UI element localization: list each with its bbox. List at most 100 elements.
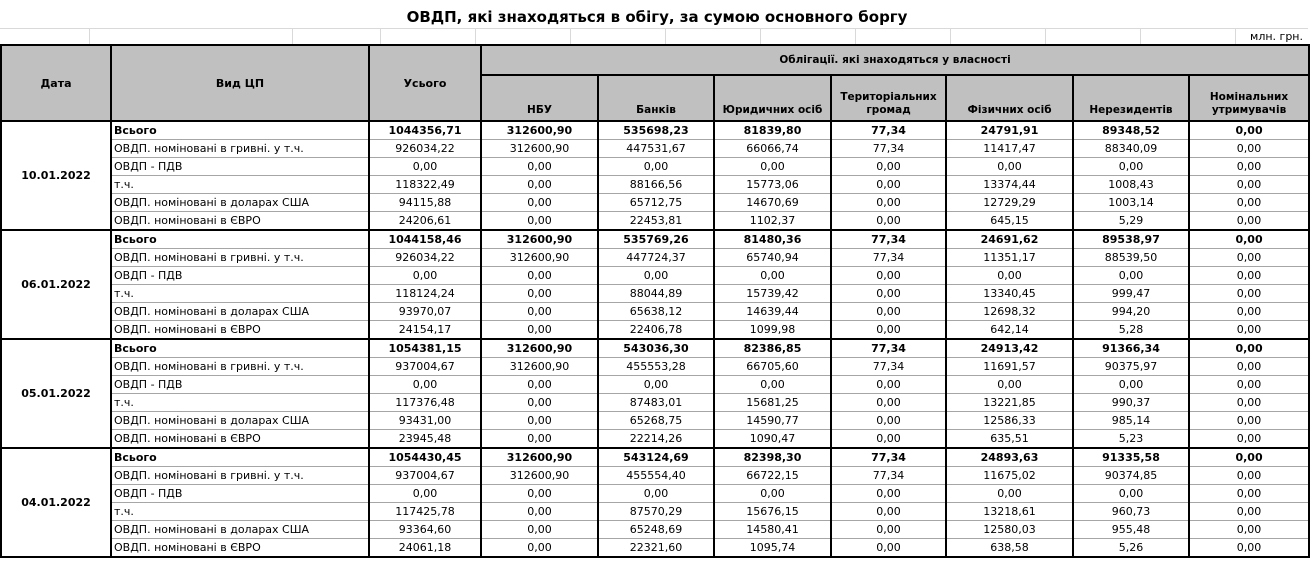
value-cell: 82398,30 — [713, 447, 832, 467]
value-cell: 94115,88 — [368, 193, 482, 212]
value-cell: 12586,33 — [945, 411, 1074, 430]
value-cell: 77,34 — [830, 120, 947, 140]
value-cell: 66722,15 — [713, 466, 832, 485]
value-cell: 77,34 — [830, 139, 947, 158]
date-cell: 10.01.2022 — [0, 120, 112, 231]
row-label: ОВДП. номіновані в доларах США — [110, 411, 370, 430]
value-cell: 11417,47 — [945, 139, 1074, 158]
value-cell: 535698,23 — [597, 120, 715, 140]
row-label: Всього — [110, 229, 370, 249]
table-row: 10.01.2022 Всього 1044356,71 312600,90 53569… — [0, 120, 1311, 231]
value-cell: 0,00 — [1187, 484, 1311, 503]
value-cell: 65248,69 — [597, 520, 715, 539]
value-cell: 24893,63 — [945, 447, 1074, 467]
value-cell: 0,00 — [1187, 211, 1311, 230]
value-cell: 89538,97 — [1072, 229, 1190, 249]
value-cell: 312600,90 — [480, 338, 599, 358]
row-label: ОВДП. номіновані в ЄВРО — [110, 320, 370, 339]
value-cell: 14639,44 — [713, 302, 832, 321]
value-cell: 5,28 — [1072, 320, 1190, 339]
value-cell: 312600,90 — [480, 357, 599, 376]
value-cell: 15739,42 — [713, 284, 832, 303]
unit-label: млн. грн. — [1250, 30, 1303, 43]
value-cell: 66705,60 — [713, 357, 832, 376]
value-cell: 1102,37 — [713, 211, 832, 230]
value-cell: 447724,37 — [597, 248, 715, 267]
value-cell: 645,15 — [945, 211, 1074, 230]
value-cell: 0,00 — [945, 484, 1074, 503]
date-cell: 04.01.2022 — [0, 447, 112, 558]
date-cell: 05.01.2022 — [0, 338, 112, 449]
value-cell: 0,00 — [1187, 520, 1311, 539]
value-cell: 77,34 — [830, 357, 947, 376]
table-row: т.ч. 117376,48 0,00 87483,01 15681,25 0,00 132… — [1, 393, 1311, 412]
value-cell: 12729,29 — [945, 193, 1074, 212]
value-cell: 65712,75 — [597, 193, 715, 212]
col-header-type: Вид ЦП — [110, 44, 370, 122]
value-cell: 455553,28 — [597, 357, 715, 376]
value-cell: 0,00 — [830, 520, 947, 539]
value-cell: 0,00 — [830, 302, 947, 321]
row-label: ОВДП. номіновані в гривні. у т.ч. — [110, 357, 370, 376]
table-row: ОВДП. номіновані в ЄВРО 24061,18 0,00 22321… — [1, 538, 1311, 557]
col-header-owner: Нерезидентів — [1072, 74, 1190, 122]
value-cell: 88166,56 — [597, 175, 715, 194]
value-cell: 0,00 — [480, 538, 599, 557]
value-cell: 985,14 — [1072, 411, 1190, 430]
value-cell: 455554,40 — [597, 466, 715, 485]
value-cell: 0,00 — [480, 211, 599, 230]
value-cell: 0,00 — [713, 375, 832, 394]
value-cell: 0,00 — [1187, 320, 1311, 339]
row-label: ОВДП. номіновані в ЄВРО — [110, 211, 370, 230]
value-cell: 118322,49 — [368, 175, 482, 194]
bonds-table: Дата Вид ЦП Усього Облігації. які знаход… — [0, 44, 1311, 558]
value-cell: 447531,67 — [597, 139, 715, 158]
value-cell: 635,51 — [945, 429, 1074, 448]
value-cell: 0,00 — [480, 393, 599, 412]
value-cell: 0,00 — [480, 484, 599, 503]
value-cell: 0,00 — [480, 502, 599, 521]
value-cell: 0,00 — [830, 502, 947, 521]
value-cell: 0,00 — [1187, 139, 1311, 158]
row-label: Всього — [110, 447, 370, 467]
value-cell: 0,00 — [1187, 411, 1311, 430]
col-header-owner: НБУ — [480, 74, 599, 122]
table-row: ОВДП. номіновані в ЄВРО 23945,48 0,00 22214… — [1, 429, 1311, 448]
value-cell: 117425,78 — [368, 502, 482, 521]
table-row: ОВДП. номіновані в доларах США 94115,88 0,… — [1, 193, 1311, 212]
value-cell: 0,00 — [1187, 429, 1311, 448]
value-cell: 0,00 — [480, 284, 599, 303]
date-cell: 06.01.2022 — [0, 229, 112, 340]
value-cell: 118124,24 — [368, 284, 482, 303]
value-cell: 11675,02 — [945, 466, 1074, 485]
value-cell: 22321,60 — [597, 538, 715, 557]
value-cell: 999,47 — [1072, 284, 1190, 303]
value-cell: 1095,74 — [713, 538, 832, 557]
value-cell: 81480,36 — [713, 229, 832, 249]
value-cell: 5,26 — [1072, 538, 1190, 557]
value-cell: 77,34 — [830, 466, 947, 485]
value-cell: 543124,69 — [597, 447, 715, 467]
value-cell: 22214,26 — [597, 429, 715, 448]
value-cell: 93431,00 — [368, 411, 482, 430]
value-cell: 0,00 — [1187, 157, 1311, 176]
table-row: т.ч. 118322,49 0,00 88166,56 15773,06 0,00 133… — [1, 175, 1311, 194]
table-row: ОВДП. номіновані в ЄВРО 24206,61 0,00 22453… — [1, 211, 1311, 230]
row-label: Всього — [110, 120, 370, 140]
value-cell: 77,34 — [830, 248, 947, 267]
value-cell: 0,00 — [830, 157, 947, 176]
value-cell: 312600,90 — [480, 466, 599, 485]
value-cell: 13340,45 — [945, 284, 1074, 303]
value-cell: 312600,90 — [480, 447, 599, 467]
value-cell: 11691,57 — [945, 357, 1074, 376]
value-cell: 0,00 — [1072, 484, 1190, 503]
value-cell: 1054430,45 — [368, 447, 482, 467]
value-cell: 937004,67 — [368, 466, 482, 485]
table-row: 06.01.2022 Всього 1044158,46 312600,90 53576… — [0, 229, 1311, 340]
value-cell: 1099,98 — [713, 320, 832, 339]
table-row: ОВДП. номіновані в доларах США 93431,00 0,… — [1, 411, 1311, 430]
value-cell: 0,00 — [1072, 157, 1190, 176]
value-cell: 0,00 — [830, 284, 947, 303]
value-cell: 89348,52 — [1072, 120, 1190, 140]
row-label: Всього — [110, 338, 370, 358]
